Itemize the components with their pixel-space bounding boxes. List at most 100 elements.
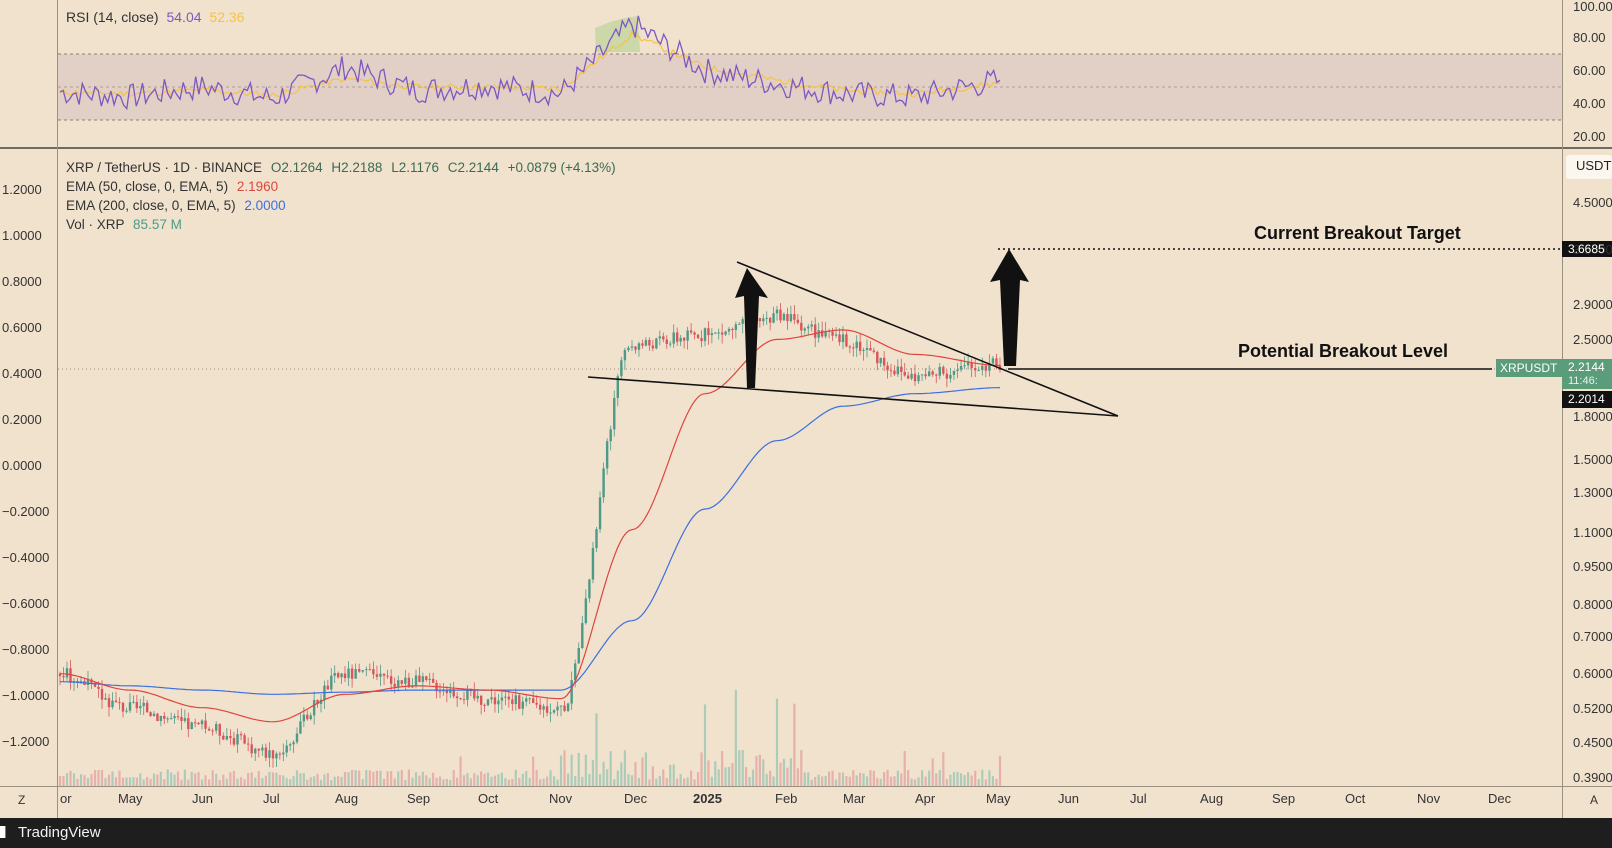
- left-axis-tick: 0.2000: [2, 412, 42, 427]
- price-axis-tick: 2.5000: [1573, 332, 1612, 347]
- volume-bar: [215, 773, 218, 786]
- volume-bar: [337, 776, 340, 786]
- candle-body: [920, 374, 924, 376]
- time-axis-label: 2025: [693, 791, 722, 806]
- volume-bar: [949, 774, 952, 786]
- candle-body: [609, 429, 612, 442]
- volume-bar: [834, 779, 838, 786]
- volume-bar: [648, 779, 651, 786]
- candle-body: [852, 347, 855, 349]
- volume-bar: [710, 776, 713, 786]
- volume-bar: [521, 773, 524, 786]
- volume-bar: [285, 778, 288, 786]
- candle-body: [183, 718, 187, 721]
- volume-bar: [672, 764, 675, 786]
- candle-body: [814, 324, 817, 338]
- candle-body: [570, 680, 573, 704]
- candle-body: [333, 673, 336, 676]
- volume-bar: [855, 775, 858, 786]
- volume-bar: [807, 772, 810, 786]
- candle-body: [623, 350, 627, 361]
- candle-body: [613, 397, 616, 430]
- candle-body: [421, 676, 425, 682]
- volume-bar: [721, 751, 724, 786]
- volume-bar: [765, 773, 768, 786]
- candle-body: [956, 369, 959, 371]
- candle-body: [693, 332, 696, 335]
- price-legend: XRP / TetherUS · 1D · BINANCE O2.1264 H2…: [66, 158, 616, 234]
- volume-bar: [486, 772, 490, 786]
- rsi-legend: RSI (14, close) 54.04 52.36: [66, 9, 244, 25]
- volume-bar: [493, 775, 497, 786]
- volume-bar: [556, 779, 559, 786]
- candle-body: [525, 698, 528, 702]
- time-axis-label: Oct: [478, 791, 499, 806]
- volume-bar: [549, 770, 552, 786]
- ema200-legend-label[interactable]: EMA (200, close, 0, EMA, 5): [66, 198, 236, 213]
- candle-body: [309, 715, 312, 720]
- volume-bar: [278, 774, 281, 786]
- zoom-button[interactable]: Z: [18, 793, 26, 807]
- volume-bar: [343, 772, 347, 786]
- candle-body: [981, 365, 984, 371]
- volume-bar: [924, 776, 927, 786]
- time-axis-label: Jun: [192, 791, 213, 806]
- candle-body: [504, 696, 507, 698]
- candle-body: [786, 314, 789, 322]
- volume-legend-label[interactable]: Vol · XRP: [66, 217, 125, 232]
- breakout-projection-arrow: [990, 249, 1029, 366]
- volume-bar: [974, 770, 977, 786]
- candle-body: [531, 698, 535, 703]
- volume-bar: [658, 775, 661, 786]
- volume-bar: [967, 772, 970, 786]
- candle-body: [924, 374, 927, 377]
- volume-bar: [570, 754, 573, 786]
- ema50-legend-label[interactable]: EMA (50, close, 0, EMA, 5): [66, 179, 229, 194]
- candle-body: [449, 689, 452, 694]
- candle-body: [156, 713, 159, 722]
- candle-body: [292, 742, 295, 745]
- volume-bar: [893, 776, 896, 786]
- candle-body: [118, 702, 121, 704]
- candle-body: [173, 716, 176, 719]
- volume-bar: [114, 777, 118, 786]
- candle-body: [239, 734, 243, 736]
- volume-bar: [831, 770, 834, 786]
- rsi-axis-tick: 100.00: [1573, 0, 1612, 14]
- volume-bar: [707, 760, 710, 786]
- volume-bar: [200, 779, 204, 786]
- volume-bar: [665, 778, 668, 786]
- candle-body: [354, 669, 357, 679]
- rsi-overbought-fill: [595, 16, 640, 52]
- candle-body: [648, 340, 651, 346]
- auto-scale-button[interactable]: A: [1590, 793, 1599, 807]
- candle-body: [511, 699, 514, 705]
- candle-body: [820, 330, 824, 337]
- volume-bar: [347, 772, 350, 786]
- candle-body: [400, 680, 403, 684]
- price-axis-tick: 0.6000: [1573, 666, 1612, 681]
- volume-bar: [988, 770, 991, 786]
- candle-body: [386, 675, 389, 677]
- symbol-tag-bg: [1496, 359, 1563, 377]
- volume-bar: [239, 777, 243, 786]
- currency-button[interactable]: USDT: [1576, 158, 1612, 173]
- candle-body: [896, 366, 900, 375]
- volume-bar: [828, 771, 831, 786]
- volume-bar: [528, 777, 531, 786]
- candle-body: [476, 695, 479, 699]
- volume-bar: [449, 779, 452, 786]
- left-axis-tick: −0.2000: [2, 504, 50, 519]
- candle-body: [952, 370, 956, 375]
- candle-body: [58, 673, 62, 677]
- candle-body: [254, 748, 257, 754]
- brand-logo[interactable]: TradingView: [0, 824, 101, 841]
- candle-body: [211, 730, 214, 732]
- volume-bar: [166, 769, 169, 786]
- volume-bar: [397, 771, 400, 786]
- candle-body: [100, 688, 104, 700]
- symbol-label[interactable]: XRP / TetherUS · 1D · BINANCE: [66, 160, 263, 175]
- candle-body: [121, 702, 125, 712]
- candle-body: [350, 668, 354, 679]
